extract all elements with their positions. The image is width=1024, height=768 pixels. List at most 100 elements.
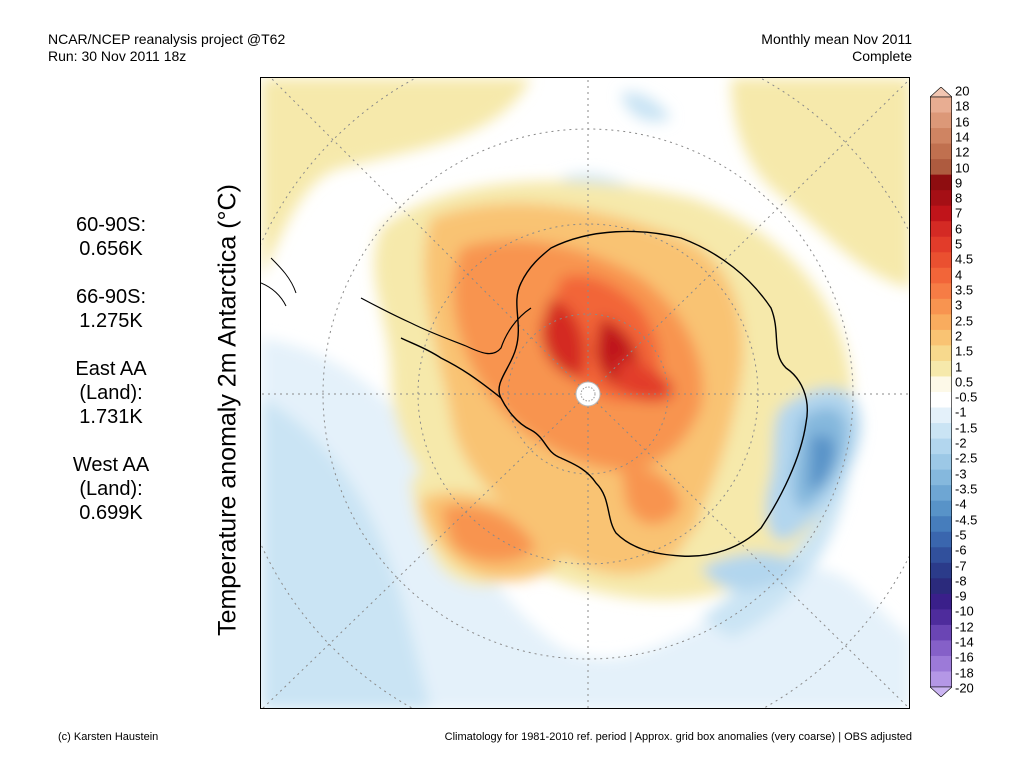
colorbar-tick-label: 9: [955, 175, 963, 191]
stat-66-90s: 66-90S: 1.275K: [46, 285, 176, 333]
colorbar-swatch: [930, 671, 952, 688]
colorbar-tick-label: 3: [955, 297, 963, 313]
colorbar-swatch: [930, 221, 952, 238]
colorbar-swatch: [930, 283, 952, 300]
colorbar-tick-label: 12: [955, 144, 970, 160]
colorbar-swatch: [930, 500, 952, 517]
stat-60-90s: 60-90S: 0.656K: [46, 213, 176, 261]
antarctica-coastline: [400, 230, 808, 557]
colorbar-swatch: [930, 190, 952, 207]
status-text: Complete: [852, 48, 912, 64]
colorbar-swatch: [930, 531, 952, 548]
south-america-coast: [261, 257, 297, 307]
header-right: Monthly mean Nov 2011 Complete: [761, 31, 912, 65]
stat-east-aa: East AA (Land): 1.731K: [46, 357, 176, 429]
colorbar-swatch: [930, 655, 952, 672]
colorbar-tick-label: 0.5: [955, 374, 974, 390]
colorbar-tick-label: -9: [955, 588, 967, 604]
colorbar-swatch: [930, 143, 952, 160]
colorbar-tick-label: -3: [955, 466, 967, 482]
colorbar-tick-label: 2.5: [955, 313, 974, 329]
colorbar-swatch: [930, 609, 952, 626]
stat-value: 1.731K: [79, 406, 143, 428]
colorbar-tick-label: 1: [955, 359, 963, 375]
stat-label: 66-90S:: [75, 286, 147, 308]
colorbar-tick-label: 16: [955, 114, 970, 130]
colorbar-tick-label: -3.5: [955, 481, 978, 497]
colorbar-tick-label: 3.5: [955, 282, 974, 298]
colorbar-swatch: [930, 454, 952, 471]
colorbar-tick-label: 4: [955, 267, 963, 283]
colorbar-tick-label: -10: [955, 603, 974, 619]
project-title: NCAR/NCEP reanalysis project @T62: [48, 31, 286, 47]
colorbar-swatch: [930, 547, 952, 564]
colorbar-swatch: [930, 562, 952, 579]
colorbar-tick-label: 5: [955, 236, 963, 252]
colorbar-tick-label: -6: [955, 542, 967, 558]
colorbar-tick-label: 14: [955, 129, 970, 145]
colorbar-tick-label: -12: [955, 619, 974, 635]
run-time: Run: 30 Nov 2011 18z: [48, 48, 187, 64]
peninsula-coastline: [360, 297, 532, 355]
colorbar-tick-label: -2.5: [955, 450, 978, 466]
colorbar-tick-label: 18: [955, 98, 970, 114]
colorbar-swatch: [930, 376, 952, 393]
period-title: Monthly mean Nov 2011: [761, 31, 912, 47]
colorbar-swatch: [930, 392, 952, 409]
colorbar-swatch: [930, 267, 952, 284]
colorbar-swatch: [930, 438, 952, 455]
colorbar-swatch: [930, 423, 952, 440]
colorbar-tick-label: -1: [955, 404, 967, 420]
stat-value: 1.275K: [79, 310, 143, 332]
colorbar-tick-label: 10: [955, 160, 970, 176]
colorbar-swatch: [930, 298, 952, 315]
colorbar-swatch: [930, 578, 952, 595]
colorbar-swatch: [930, 97, 952, 114]
map-panel: [260, 77, 910, 709]
colorbar-swatch: [930, 112, 952, 129]
colorbar-swatch: [930, 345, 952, 362]
colorbar-tick-label: -16: [955, 649, 974, 665]
colorbar-tick-label: -5: [955, 527, 967, 543]
footnote-text: Climatology for 1981-2010 ref. period | …: [444, 731, 912, 743]
colorbar-tick-label: -4.5: [955, 512, 978, 528]
colorbar-tick-label: 2: [955, 328, 963, 344]
colorbar-swatch: [930, 329, 952, 346]
colorbar-tick-label: -4: [955, 496, 967, 512]
colorbar-tick-label: 1.5: [955, 343, 974, 359]
y-axis-label: Temperature anomaly 2m Antarctica (°C): [213, 184, 242, 636]
stat-label: West AA (Land):: [72, 454, 150, 500]
colorbar-swatch: [930, 205, 952, 222]
stat-value: 0.656K: [79, 238, 143, 260]
stat-label: East AA (Land):: [75, 358, 147, 404]
colorbar-tick-label: 6: [955, 221, 963, 237]
stat-value: 0.699K: [79, 502, 143, 524]
colorbar-swatch: [930, 360, 952, 377]
graticule: [261, 78, 909, 708]
colorbar-labels: 20 18 16 14 12 10 9 8 7 6 5 4.5 4 3.5 3 2.5 2 1.5 1 0.5 -0.5…: [955, 85, 1005, 695]
colorbar-swatch: [930, 128, 952, 145]
header-left: NCAR/NCEP reanalysis project @T62 Run: 3…: [48, 31, 285, 65]
colorbar-tick-label: 4.5: [955, 251, 974, 267]
colorbar-swatch: [930, 593, 952, 610]
colorbar-swatch: [930, 469, 952, 486]
colorbar-swatch: [930, 485, 952, 502]
colorbar-swatch: [930, 516, 952, 533]
credit-text: (c) Karsten Haustein: [58, 731, 159, 743]
colorbar-tick-label: -1.5: [955, 420, 978, 436]
colorbar-tick-label: -0.5: [955, 389, 978, 405]
colorbar-tick-label: -14: [955, 634, 974, 650]
stat-west-aa: West AA (Land): 0.699K: [46, 453, 176, 525]
colorbar-swatch: [930, 407, 952, 424]
colorbar-top-arrow: [930, 87, 952, 98]
colorbar-swatch: [930, 640, 952, 657]
colorbar-tick-label: -18: [955, 665, 974, 681]
colorbar-tick-label: 7: [955, 205, 963, 221]
region-stats: 60-90S: 0.656K 66-90S: 1.275K East AA (L…: [46, 213, 176, 549]
colorbar-tick-label: -7: [955, 558, 967, 574]
colorbar-tick-label: -2: [955, 435, 967, 451]
colorbar-swatch: [930, 624, 952, 641]
colorbar-swatch: [930, 236, 952, 253]
colorbar: [930, 87, 952, 697]
colorbar-tick-label: 8: [955, 190, 963, 206]
